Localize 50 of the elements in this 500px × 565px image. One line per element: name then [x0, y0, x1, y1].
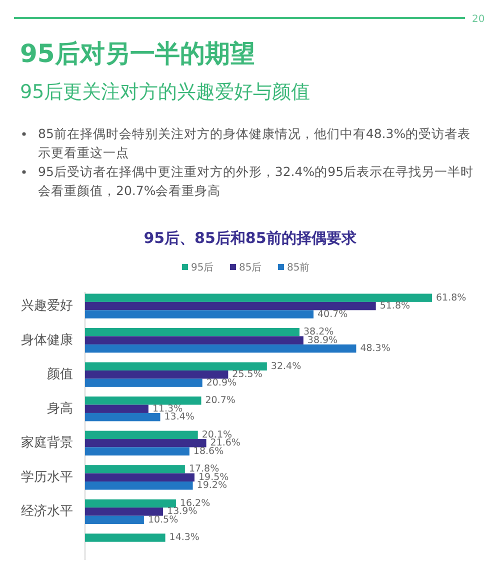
data-label: 20.7% [205, 395, 236, 406]
text: 95后更关注对方的兴趣爱好与颜值 [20, 81, 310, 103]
bar [85, 344, 356, 353]
data-label: 61.8% [436, 292, 466, 304]
bar [85, 516, 144, 524]
bar [85, 362, 267, 370]
y-tick-label: 学历水平 [21, 470, 73, 485]
data-label: 48.3% [360, 343, 390, 354]
bar [85, 465, 185, 474]
bar [85, 310, 314, 318]
y-tick-label: 经济水平 [21, 504, 73, 520]
bar [85, 336, 304, 344]
y-tick-label: 兴趣爱好 [21, 298, 73, 314]
data-label: 40.7% [318, 308, 348, 320]
text: 20 [472, 14, 485, 25]
data-label: 14.3% [169, 532, 200, 544]
bar [85, 439, 206, 448]
data-label: 13.4% [164, 412, 194, 423]
bar [85, 499, 176, 508]
bar [85, 482, 193, 490]
data-label: 38.9% [307, 334, 338, 346]
bar [85, 404, 148, 413]
bar [85, 534, 166, 542]
bar [85, 447, 190, 456]
chart-title: 95后、85后和85前的择偶要求 [144, 229, 358, 247]
text: 85前在择偶时会特别关注对方的身体健康情况，他们中有48.3%的受访者表示更看重这一点 [38, 126, 471, 160]
bar [85, 473, 194, 482]
bar [85, 302, 376, 310]
legend-label: 85后 [239, 262, 262, 274]
y-tick-label: 颜值 [47, 367, 73, 382]
legend-label: 85前 [287, 262, 310, 274]
bar [85, 396, 202, 405]
bar [85, 508, 164, 516]
bar [85, 328, 300, 336]
data-label: 19.2% [196, 480, 227, 492]
bar [85, 412, 160, 422]
bar [85, 378, 202, 387]
y-tick-label: 身高 [47, 400, 73, 416]
y-tick-label: 家庭背景 [21, 434, 73, 451]
data-label: 10.5% [148, 514, 178, 526]
legend-label: 95后 [191, 262, 214, 274]
bar [85, 294, 432, 302]
data-label: 18.6% [193, 446, 224, 457]
data-label: 32.4% [270, 360, 302, 372]
text: 95后受访者在择偶中更注重对方的外形，32.4%的95后表示在寻找另一半时会看重颜值，20.7%会看重身高 [38, 164, 474, 198]
data-label: 51.8% [380, 300, 410, 312]
y-tick-label: 身体健康 [21, 332, 73, 348]
text: 95后对另一半的期望 [20, 39, 255, 68]
bar [85, 370, 228, 379]
bar [85, 430, 198, 440]
